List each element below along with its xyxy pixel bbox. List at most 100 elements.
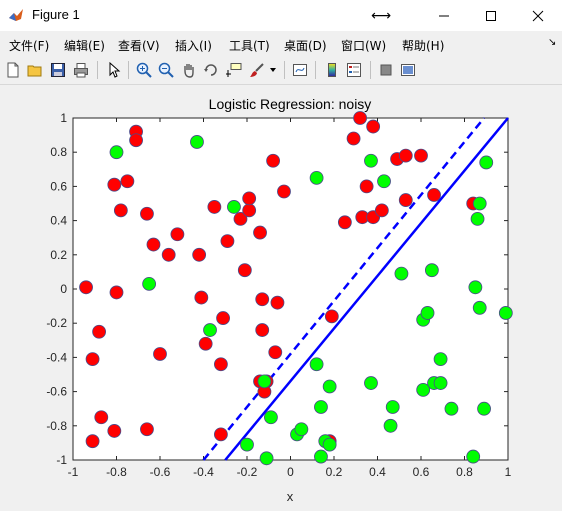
green-point [420, 306, 435, 320]
y-tick-label: -0.6 [46, 385, 67, 399]
green-point [472, 300, 487, 315]
rotate-3d-icon[interactable] [200, 59, 222, 81]
red-point [346, 131, 361, 146]
solid-boundary-line [224, 117, 509, 461]
green-point [294, 422, 309, 437]
menu-file[interactable]: 文件(F) [9, 39, 50, 53]
menu-bar: 文件(F) 编辑(E) 查看(V) 插入(I) 工具(T) 桌面(D) 窗口(W… [0, 31, 562, 56]
red-point [94, 410, 109, 425]
green-point [314, 400, 328, 414]
red-point [170, 227, 185, 242]
red-point [337, 215, 352, 230]
save-icon[interactable] [47, 59, 69, 81]
green-point [190, 135, 204, 149]
red-point [153, 347, 167, 361]
green-point [203, 323, 217, 337]
figure-toolbar [0, 56, 562, 85]
title-bar[interactable]: Figure 1 ⟷ [0, 0, 562, 31]
green-point [322, 437, 337, 452]
red-point [120, 174, 135, 189]
menu-help[interactable]: 帮助(H) [402, 39, 445, 53]
menu-view[interactable]: 查看(V) [118, 39, 160, 53]
data-cursor-icon[interactable] [223, 59, 245, 81]
menu-overflow-icon[interactable]: ↘ [548, 37, 557, 48]
red-point [277, 184, 291, 199]
menu-window[interactable]: 窗口(W) [341, 39, 387, 53]
red-point [213, 357, 228, 372]
x-tick-label: -0.8 [106, 465, 127, 479]
minimize-button[interactable] [421, 0, 467, 31]
red-point [146, 237, 161, 252]
link-plot-icon[interactable] [289, 59, 311, 81]
zoom-out-icon[interactable] [155, 59, 177, 81]
green-point [314, 449, 328, 464]
y-tick-label: 0.4 [50, 214, 67, 228]
green-point [468, 280, 483, 295]
green-point [472, 196, 487, 211]
green-point [322, 379, 337, 394]
print-icon[interactable] [70, 59, 92, 81]
show-plot-tools-icon[interactable] [397, 59, 419, 81]
x-tick-label: -0.6 [150, 465, 171, 479]
green-point [259, 451, 274, 466]
green-point [444, 401, 459, 416]
red-point [427, 188, 441, 202]
red-point [113, 203, 128, 218]
x-axis-label: x [287, 489, 294, 504]
colorbar-icon[interactable] [321, 59, 343, 81]
green-point [227, 200, 241, 214]
red-point [107, 424, 122, 438]
red-point [255, 292, 270, 307]
red-point [374, 203, 389, 218]
chart-title: Logistic Regression: noisy [209, 96, 372, 112]
legend-icon[interactable] [343, 59, 365, 81]
close-icon [532, 10, 544, 21]
x-tick-label: -0.2 [237, 465, 258, 479]
matlab-app-icon [9, 9, 23, 21]
figure-canvas[interactable]: -1 -0.8 -0.6 -0.4 -0.2 0 0.2 0.4 0.6 0.8 1 1 0.8 0.6 0… [0, 85, 562, 507]
close-button[interactable] [515, 0, 561, 31]
menu-tools[interactable]: 工具(T) [229, 39, 270, 53]
red-point [266, 153, 281, 168]
red-point [242, 203, 257, 218]
menu-desktop[interactable]: 桌面(D) [284, 39, 327, 53]
x-tick-label: 0.4 [369, 465, 386, 479]
new-figure-icon[interactable] [2, 59, 24, 81]
red-point [255, 323, 270, 337]
x-tick-label: -0.4 [193, 465, 214, 479]
y-tick-label: 0.8 [50, 145, 67, 159]
green-point [309, 357, 324, 372]
pan-hand-icon[interactable] [178, 59, 200, 81]
green-point [364, 153, 378, 168]
toolbar-separator [315, 61, 316, 79]
window-title: Figure 1 [32, 7, 80, 22]
red-point [233, 211, 248, 226]
menu-insert[interactable]: 插入(I) [175, 39, 212, 53]
move-arrows-icon[interactable]: ⟷ [370, 7, 392, 24]
green-point [433, 376, 448, 390]
green-point [477, 401, 491, 416]
red-point [140, 422, 154, 437]
brush-icon[interactable] [246, 59, 268, 81]
hide-plot-tools-icon[interactable] [375, 59, 397, 81]
x-tick-label: 0.2 [326, 465, 343, 479]
red-point [253, 225, 267, 240]
red-point [207, 200, 222, 214]
red-point [220, 234, 235, 249]
red-point [324, 309, 339, 324]
menu-edit[interactable]: 编辑(E) [64, 39, 105, 53]
open-file-icon[interactable] [24, 59, 46, 81]
axes[interactable]: -1 -0.8 -0.6 -0.4 -0.2 0 0.2 0.4 0.6 0.8 1 1 0.8 0.6 0… [0, 85, 562, 507]
red-point [268, 345, 283, 360]
red-point [216, 311, 230, 325]
brush-dropdown-icon[interactable] [266, 59, 280, 81]
edit-plot-arrow-icon[interactable] [103, 59, 125, 81]
green-point [377, 174, 391, 189]
green-point [142, 276, 157, 291]
toolbar-separator [128, 61, 129, 79]
y-tick-label: -0.2 [46, 316, 67, 330]
green-point [264, 410, 278, 425]
zoom-in-icon[interactable] [133, 59, 155, 81]
maximize-button[interactable] [468, 0, 514, 31]
red-point [129, 133, 143, 148]
